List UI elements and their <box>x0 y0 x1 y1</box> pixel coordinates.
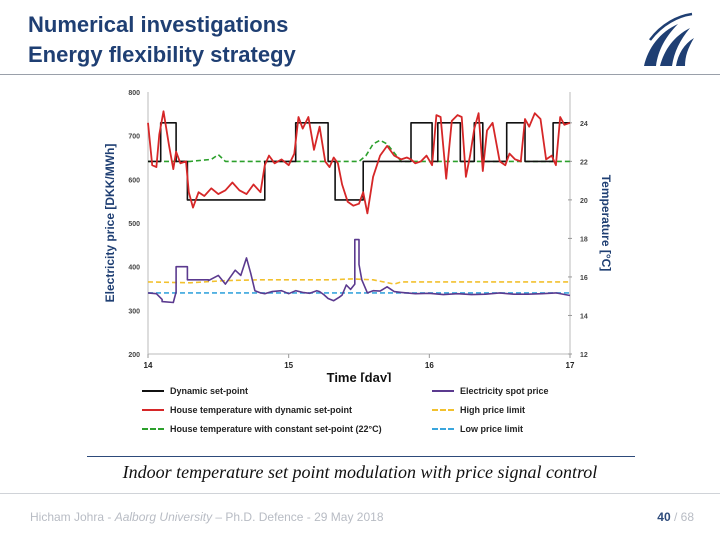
y-tick-label-right: 18 <box>580 236 588 243</box>
y-axis-label-right: Temperature [°C] <box>599 175 613 272</box>
series-spot-price <box>147 238 571 304</box>
legend-item-dynamic-setpoint: Dynamic set-point <box>142 386 248 396</box>
logo-wave-1 <box>644 24 678 66</box>
x-tick-label: 16 <box>425 361 434 370</box>
x-tick-label: 17 <box>566 361 575 370</box>
logo-wave-2 <box>660 28 690 66</box>
chart-legend: Dynamic set-point Electricity spot price H… <box>142 386 602 456</box>
y-tick-label-right: 12 <box>580 352 588 359</box>
legend-item-house-temp-constant: House temperature with constant set-poin… <box>142 424 382 434</box>
series-house-temp-dynamic <box>147 110 571 215</box>
caption-divider <box>87 456 635 457</box>
page-number: 40 / 68 <box>657 510 694 524</box>
university-logo <box>644 12 694 66</box>
y-tick-label-left: 700 <box>128 134 140 141</box>
figure-caption: Indoor temperature set point modulation … <box>122 462 598 482</box>
slide-title: Numerical investigations Energy flexibil… <box>28 10 296 70</box>
page-total: 68 <box>680 510 694 524</box>
x-tick-label: 14 <box>144 361 153 370</box>
chart: 200 300 400 500 600 700 800 12 14 16 18 20 22 24 14 15 1… <box>103 90 613 382</box>
y-tick-label-left: 800 <box>128 90 140 97</box>
series-high-limit <box>147 278 570 285</box>
y-tick-label-right: 20 <box>580 198 588 205</box>
x-tick-label: 15 <box>284 361 293 370</box>
y-tick-label-left: 400 <box>128 265 140 272</box>
title-line-2: Energy flexibility strategy <box>28 42 296 67</box>
y-tick-label-left: 600 <box>128 177 140 184</box>
title-line-1: Numerical investigations <box>28 12 289 37</box>
y-axis-label-left: Electricity price [DKK/MWh] <box>103 144 117 303</box>
legend-swatch <box>432 390 454 392</box>
legend-item-spot-price: Electricity spot price <box>432 386 549 396</box>
series-house-temp-constant <box>148 139 570 163</box>
page-current: 40 <box>657 510 671 524</box>
footer-event: – Ph.D. Defence - 29 May 2018 <box>212 510 384 524</box>
y-tick-label-right: 24 <box>580 121 588 128</box>
legend-item-low-limit: Low price limit <box>432 424 523 434</box>
y-tick-label-right: 14 <box>580 313 588 320</box>
legend-label: Low price limit <box>460 424 524 434</box>
logo-wave-3 <box>676 38 694 66</box>
logo-stroke <box>649 12 693 41</box>
title-divider <box>0 74 720 75</box>
legend-label: Dynamic set-point <box>170 386 249 396</box>
legend-swatch <box>432 428 454 430</box>
legend-item-house-temp-dynamic: House temperature with dynamic set-point <box>142 405 352 415</box>
footer: Hicham Johra - Aalborg University – Ph.D… <box>30 510 384 524</box>
legend-label: Electricity spot price <box>460 386 549 396</box>
legend-swatch <box>142 390 164 392</box>
legend-label: High price limit <box>460 405 526 415</box>
x-axis-label: Time [day] <box>327 370 392 382</box>
legend-swatch <box>142 428 164 430</box>
y-tick-label-left: 200 <box>128 352 140 359</box>
footer-author: Hicham Johra - <box>30 510 115 524</box>
legend-item-high-limit: High price limit <box>432 405 525 415</box>
y-tick-label-left: 300 <box>128 308 140 315</box>
legend-label: House temperature with constant set-poin… <box>170 424 382 434</box>
legend-swatch <box>432 409 454 411</box>
legend-label: House temperature with dynamic set-point <box>170 405 353 415</box>
footer-university: Aalborg University <box>114 510 213 524</box>
y-tick-label-right: 22 <box>580 159 588 166</box>
legend-swatch <box>142 409 164 411</box>
y-tick-label-left: 500 <box>128 221 140 228</box>
y-tick-label-right: 16 <box>580 275 588 282</box>
page-separator: / <box>670 510 681 524</box>
series-dynamic-setpoint <box>148 121 570 201</box>
footer-divider <box>0 493 720 494</box>
